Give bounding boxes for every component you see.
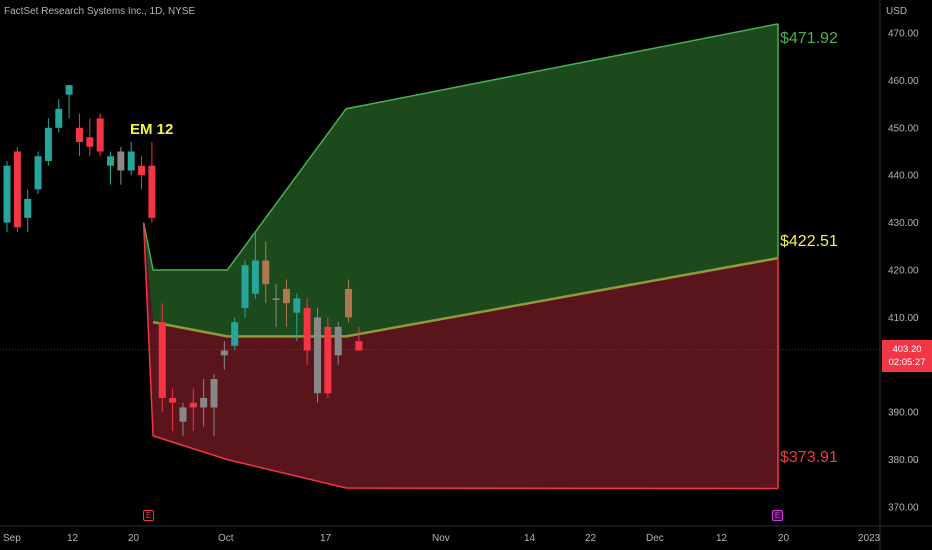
price-tick-label: 420.00: [888, 266, 919, 277]
time-tick-label: 2023: [858, 533, 881, 544]
candle-body: [231, 322, 239, 346]
price-tick-label: 390.00: [888, 408, 919, 419]
price-tick-label: 370.00: [888, 503, 919, 514]
candle-body: [75, 127, 83, 143]
candle-body: [262, 260, 270, 285]
candle-body: [127, 151, 135, 171]
candle-body: [86, 137, 94, 147]
candle-body: [3, 165, 11, 223]
candle-body: [158, 322, 166, 398]
em-label: EM 12: [130, 121, 174, 138]
candle-body: [148, 165, 156, 218]
time-tick-label: 17: [320, 533, 332, 544]
mid-line: [152, 256, 779, 338]
time-tick-label: 12: [716, 533, 728, 544]
lower-level-label: $373.91: [780, 449, 838, 466]
upper-level-label: $471.92: [780, 30, 838, 47]
price-axis-unit: USD: [886, 6, 907, 17]
mid-level-label: $422.51: [780, 233, 838, 250]
candle-body: [117, 151, 125, 171]
candle-body: [334, 326, 342, 356]
candlestick-series: [0, 85, 880, 436]
candle-body: [303, 307, 311, 351]
time-axis: Sep 12 20 Oct 17 Nov 14 22 Dec 12 20 2023: [0, 525, 932, 544]
candle-body: [13, 151, 21, 228]
candle-body: [96, 118, 104, 152]
candle-body: [241, 265, 249, 308]
time-tick-label: 20: [128, 533, 140, 544]
candle-body: [220, 350, 228, 356]
candle-body: [272, 298, 280, 300]
candle-body: [65, 85, 73, 95]
candle-body: [282, 288, 290, 304]
price-tick-label: 410.00: [888, 313, 919, 324]
chart-header-title: FactSet Research Systems Inc., 1D, NYSE: [4, 6, 196, 17]
candle-body: [179, 407, 187, 422]
candle-body: [293, 298, 301, 313]
earnings-event-icon-upcoming[interactable]: E: [772, 510, 783, 521]
earnings-event-icon[interactable]: E: [143, 510, 154, 521]
candle-body: [189, 402, 197, 408]
price-tick-label: 470.00: [888, 29, 919, 40]
upper-zone-fill: [143, 23, 778, 337]
price-tick-label: 380.00: [888, 455, 919, 466]
price-axis: USD 470.00 460.00 450.00 440.00 430.00 420.00 4…: [879, 0, 919, 550]
time-tick-label: Dec: [646, 533, 664, 544]
price-tick-label: 460.00: [888, 76, 919, 87]
candle-body: [34, 156, 42, 190]
candle-body: [345, 288, 353, 318]
price-tick-label: 440.00: [888, 171, 919, 182]
expected-move-zones: [142, 23, 779, 490]
candle-body: [210, 379, 218, 408]
time-tick-label: Oct: [218, 533, 234, 544]
candle-body: [107, 156, 114, 166]
bar-countdown: 02:05:27: [888, 357, 926, 368]
current-price: 403.20: [892, 344, 922, 355]
candle-body: [200, 397, 208, 408]
time-tick-label: 22: [585, 533, 597, 544]
time-tick-label: 20: [778, 533, 790, 544]
candle-body: [355, 341, 363, 351]
lower-zone-fill: [143, 222, 778, 489]
candle-body: [55, 108, 63, 128]
candle-body: [44, 127, 52, 161]
candle-body: [251, 260, 259, 294]
upper-zone-line: [142, 23, 779, 271]
candle-body: [324, 326, 332, 394]
current-price-tag: 403.20 02:05:27: [882, 340, 932, 372]
price-tick-label: 450.00: [888, 123, 919, 134]
time-tick-label: Sep: [3, 533, 21, 544]
price-tick-label: 430.00: [888, 218, 919, 229]
time-tick-label: Nov: [432, 533, 450, 544]
candle-body: [138, 165, 146, 176]
time-tick-label: 14: [524, 533, 536, 544]
time-tick-label: 12: [67, 533, 79, 544]
candle-body: [169, 397, 177, 403]
candle-body: [314, 317, 321, 394]
lower-zone-line: [142, 222, 779, 490]
candle-body: [24, 198, 32, 218]
